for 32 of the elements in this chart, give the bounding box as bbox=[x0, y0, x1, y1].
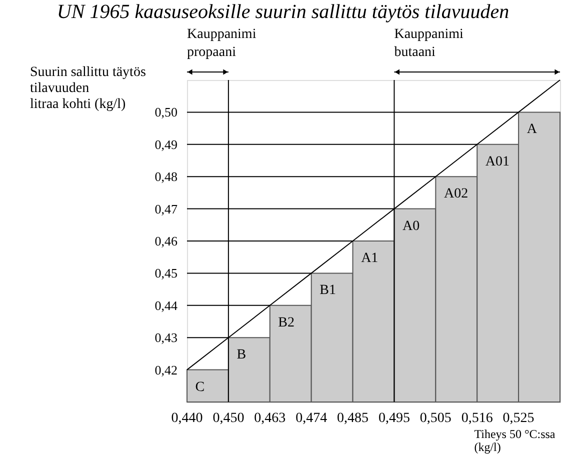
data-label: A02 bbox=[444, 186, 468, 202]
y-tick-label: 0,45 bbox=[154, 266, 178, 281]
x-tick-label: 0,474 bbox=[296, 411, 328, 426]
data-label: A1 bbox=[361, 251, 378, 266]
x-tick-label: 0,450 bbox=[212, 411, 244, 426]
chart-title: UN 1965 kaasuseoksille suurin sallittu täytös tilavuuden bbox=[56, 1, 510, 23]
x-tick-label: 0,495 bbox=[378, 411, 410, 426]
y-tick-label: 0,50 bbox=[154, 104, 178, 120]
ref-line-label: Kauppanimi butaani bbox=[394, 27, 464, 60]
y-tick-label: 0,46 bbox=[154, 234, 178, 248]
y-tick-label: 0,48 bbox=[154, 169, 178, 184]
x-tick-label: 0,440 bbox=[171, 411, 203, 426]
x-tick-label: 0,485 bbox=[337, 411, 369, 426]
ref-line-label: Kauppanimi propaani bbox=[187, 27, 256, 60]
data-label: A bbox=[526, 122, 538, 138]
x-tick-label: 0,505 bbox=[420, 411, 452, 426]
y-tick-label: 0,42 bbox=[154, 362, 178, 378]
x-axis-title: Tiheys 50 °C:ssa (kg/l) bbox=[474, 427, 556, 454]
data-label: A01 bbox=[485, 154, 510, 170]
data-label: B1 bbox=[320, 283, 336, 298]
y-tick-label: 0,43 bbox=[154, 330, 178, 346]
x-tick-label: 0,463 bbox=[254, 411, 286, 426]
y-axis-title: Suurin sallittu täytös tilavuuden litraa kohti (kg/l) bbox=[30, 65, 146, 112]
y-tick-label: 0,47 bbox=[154, 201, 178, 216]
x-tick-label: 0,525 bbox=[502, 411, 534, 426]
data-label: A0 bbox=[402, 218, 420, 234]
x-tick-label: 0,516 bbox=[461, 411, 493, 426]
y-tick-label: 0,49 bbox=[154, 136, 178, 152]
data-label: C bbox=[195, 380, 205, 395]
data-label: B2 bbox=[278, 315, 295, 330]
y-tick-label: 0,44 bbox=[154, 298, 178, 313]
data-label: B bbox=[236, 348, 246, 363]
